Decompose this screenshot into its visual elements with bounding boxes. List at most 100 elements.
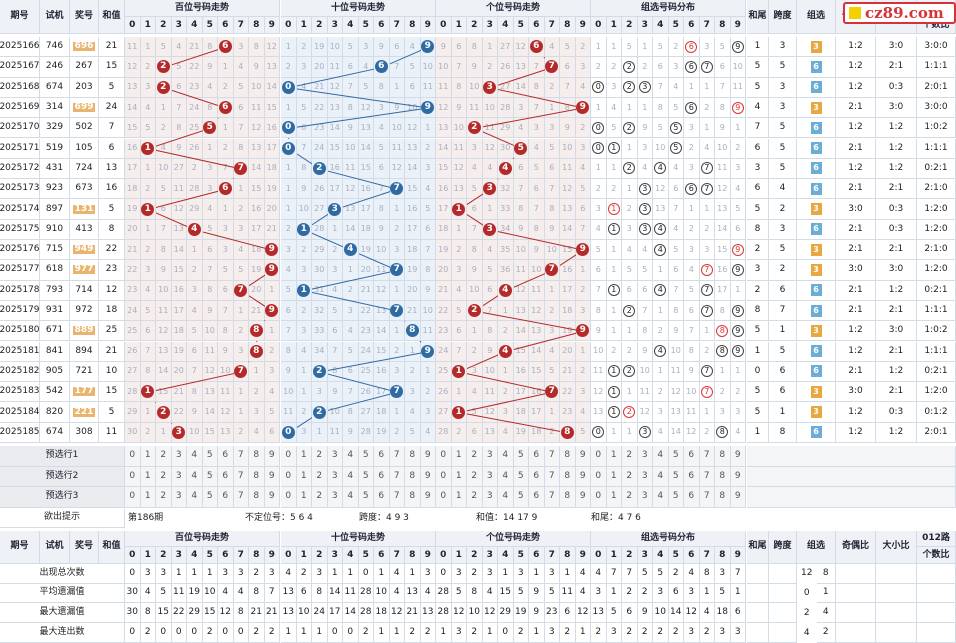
select-digit[interactable]: 9: [264, 446, 280, 467]
select-digit[interactable]: 5: [358, 446, 374, 467]
select-digit[interactable]: 6: [529, 487, 545, 508]
select-digit[interactable]: 0: [591, 466, 607, 488]
select-digit[interactable]: 2: [622, 446, 638, 467]
select-digit[interactable]: 6: [684, 487, 700, 508]
select-digit[interactable]: 3: [327, 466, 343, 488]
select-digit[interactable]: 2: [467, 487, 483, 508]
select-digit[interactable]: 9: [420, 466, 436, 488]
select-digit[interactable]: 7: [389, 466, 405, 488]
issue-number[interactable]: 2025179: [0, 300, 40, 322]
select-digit[interactable]: 9: [575, 487, 591, 508]
select-digit[interactable]: 2: [156, 446, 172, 467]
select-digit[interactable]: 4: [653, 487, 669, 508]
select-digit[interactable]: 1: [606, 446, 622, 467]
select-digit[interactable]: 7: [699, 487, 715, 508]
select-digit[interactable]: 8: [560, 466, 576, 488]
select-digit[interactable]: 4: [343, 466, 359, 488]
select-digit[interactable]: 7: [233, 487, 249, 508]
select-digit[interactable]: 5: [202, 487, 218, 508]
issue-number[interactable]: 2025184: [0, 402, 40, 423]
select-digit[interactable]: 3: [482, 466, 498, 488]
select-digit[interactable]: 8: [249, 446, 265, 467]
select-digit[interactable]: 7: [544, 446, 560, 467]
select-digit[interactable]: 5: [358, 487, 374, 508]
select-digit[interactable]: 7: [233, 466, 249, 488]
select-digit[interactable]: 0: [436, 446, 452, 467]
select-digit[interactable]: 8: [249, 466, 265, 488]
issue-number[interactable]: 2025183: [0, 382, 40, 403]
select-digit[interactable]: 2: [312, 466, 328, 488]
select-digit[interactable]: 8: [560, 446, 576, 467]
select-digit[interactable]: 1: [451, 466, 467, 488]
select-digit[interactable]: 7: [699, 466, 715, 488]
issue-number[interactable]: 2025174: [0, 199, 40, 220]
select-digit[interactable]: 1: [140, 446, 156, 467]
select-digit[interactable]: 1: [140, 487, 156, 508]
select-digit[interactable]: 4: [343, 487, 359, 508]
select-digit[interactable]: 3: [171, 487, 187, 508]
select-digit[interactable]: 3: [171, 446, 187, 467]
select-digit[interactable]: 5: [202, 446, 218, 467]
select-digit[interactable]: 7: [389, 487, 405, 508]
select-digit[interactable]: 5: [358, 466, 374, 488]
select-digit[interactable]: 0: [125, 487, 141, 508]
select-digit[interactable]: 8: [715, 466, 731, 488]
select-digit[interactable]: 7: [544, 466, 560, 488]
issue-number[interactable]: 2025178: [0, 280, 40, 301]
select-digit[interactable]: 0: [281, 487, 297, 508]
select-digit[interactable]: 8: [405, 466, 421, 488]
issue-number[interactable]: 2025171: [0, 138, 40, 159]
select-digit[interactable]: 4: [653, 466, 669, 488]
select-digit[interactable]: 6: [218, 446, 234, 467]
select-digit[interactable]: 1: [606, 466, 622, 488]
select-digit[interactable]: 6: [218, 466, 234, 488]
select-digit[interactable]: 5: [668, 466, 684, 488]
select-digit[interactable]: 9: [420, 446, 436, 467]
select-digit[interactable]: 4: [187, 446, 203, 467]
select-digit[interactable]: 4: [343, 446, 359, 467]
select-digit[interactable]: 2: [622, 487, 638, 508]
select-digit[interactable]: 8: [715, 446, 731, 467]
select-digit[interactable]: 5: [513, 446, 529, 467]
issue-number[interactable]: 2025169: [0, 97, 40, 119]
select-digit[interactable]: 9: [730, 466, 746, 488]
issue-number[interactable]: 2025185: [0, 422, 40, 443]
issue-number[interactable]: 2025173: [0, 179, 40, 200]
select-digit[interactable]: 3: [327, 487, 343, 508]
issue-number[interactable]: 2025181: [0, 341, 40, 362]
select-digit[interactable]: 2: [622, 466, 638, 488]
select-digit[interactable]: 1: [606, 487, 622, 508]
select-digit[interactable]: 7: [544, 487, 560, 508]
select-digit[interactable]: 7: [699, 446, 715, 467]
select-digit[interactable]: 8: [249, 487, 265, 508]
select-digit[interactable]: 8: [560, 487, 576, 508]
select-digit[interactable]: 2: [156, 466, 172, 488]
select-digit[interactable]: 5: [513, 487, 529, 508]
issue-number[interactable]: 2025170: [0, 118, 40, 139]
select-digit[interactable]: 5: [513, 466, 529, 488]
select-digit[interactable]: 1: [296, 487, 312, 508]
select-digit[interactable]: 0: [125, 446, 141, 467]
select-digit[interactable]: 4: [498, 487, 514, 508]
select-digit[interactable]: 8: [405, 487, 421, 508]
select-digit[interactable]: 9: [575, 446, 591, 467]
select-digit[interactable]: 3: [637, 446, 653, 467]
select-digit[interactable]: 2: [312, 487, 328, 508]
select-digit[interactable]: 3: [171, 466, 187, 488]
select-digit[interactable]: 4: [653, 446, 669, 467]
select-digit[interactable]: 2: [156, 487, 172, 508]
select-digit[interactable]: 3: [637, 487, 653, 508]
select-digit[interactable]: 1: [451, 487, 467, 508]
header-issue-footer[interactable]: 期号: [0, 530, 40, 564]
select-digit[interactable]: 5: [668, 446, 684, 467]
select-digit[interactable]: 0: [591, 487, 607, 508]
issue-number[interactable]: 2025177: [0, 260, 40, 281]
select-digit[interactable]: 9: [730, 487, 746, 508]
issue-number[interactable]: 2025180: [0, 321, 40, 342]
select-digit[interactable]: 0: [125, 466, 141, 488]
select-digit[interactable]: 2: [467, 466, 483, 488]
select-digit[interactable]: 8: [405, 446, 421, 467]
issue-number[interactable]: 2025172: [0, 158, 40, 180]
issue-number[interactable]: 2025182: [0, 361, 40, 383]
select-digit[interactable]: 0: [436, 487, 452, 508]
